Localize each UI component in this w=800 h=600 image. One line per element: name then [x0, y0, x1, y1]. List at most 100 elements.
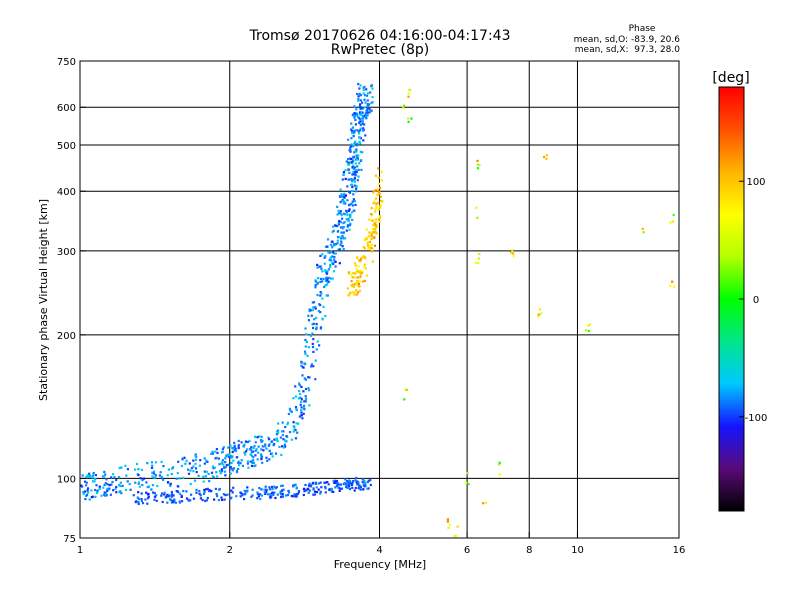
echo-point: [374, 197, 377, 200]
echo-point: [326, 279, 329, 282]
echo-point: [229, 466, 233, 469]
echo-point: [307, 387, 310, 390]
echo-point: [251, 494, 254, 497]
echo-point: [312, 306, 315, 309]
echo-point: [292, 397, 295, 400]
echo-point: [331, 225, 335, 228]
echo-point: [218, 487, 221, 491]
echo-point: [290, 438, 293, 441]
echo-point: [294, 395, 298, 398]
echo-point: [138, 485, 141, 488]
echo-point: [356, 156, 359, 159]
echo-point: [375, 218, 378, 221]
echo-point: [476, 163, 479, 166]
echo-point: [345, 218, 348, 221]
echo-point: [338, 483, 341, 486]
echo-point: [353, 131, 356, 135]
echo-point: [350, 482, 353, 485]
echo-point: [359, 127, 362, 130]
echo-point: [195, 455, 198, 458]
echo-point: [91, 476, 94, 479]
echo-point: [333, 258, 336, 261]
echo-point: [338, 220, 341, 223]
echo-point: [315, 316, 318, 319]
echo-point: [351, 211, 354, 214]
echo-point: [150, 488, 153, 491]
echo-point: [334, 260, 337, 263]
echo-point: [212, 476, 215, 479]
echo-point: [381, 200, 384, 203]
echo-point: [339, 483, 343, 486]
echo-point: [292, 484, 295, 487]
echo-point: [297, 397, 300, 400]
echo-point: [292, 421, 295, 424]
echo-point: [282, 446, 285, 449]
echo-point: [84, 498, 87, 501]
echo-point: [330, 490, 333, 493]
echo-point: [377, 208, 380, 211]
echo-point: [256, 458, 259, 461]
echo-point: [357, 154, 360, 157]
echo-point: [369, 91, 372, 94]
echo-point: [261, 439, 264, 442]
echo-point: [365, 110, 368, 113]
echo-point: [352, 285, 355, 288]
echo-point: [345, 229, 348, 232]
echo-point: [372, 224, 375, 227]
echo-point: [211, 475, 214, 478]
echo-point: [230, 467, 233, 470]
echo-point: [251, 454, 254, 458]
echo-point: [281, 421, 284, 424]
echo-point: [264, 492, 267, 495]
echo-point: [304, 327, 307, 330]
echo-point: [340, 193, 343, 196]
x-tick-label: 4: [376, 545, 382, 556]
echo-point: [353, 184, 356, 187]
echo-point: [319, 277, 323, 281]
echo-point: [182, 476, 185, 479]
echo-point: [126, 468, 129, 471]
echo-point: [348, 228, 351, 231]
echo-point: [227, 455, 231, 458]
echo-point: [188, 462, 191, 465]
echo-point: [199, 494, 202, 497]
echo-point: [181, 458, 184, 461]
echo-point: [154, 474, 157, 477]
echo-point: [90, 489, 93, 492]
echo-point: [100, 494, 103, 497]
y-tick-label: 400: [57, 187, 76, 198]
echo-point: [301, 374, 304, 377]
echo-point: [312, 488, 315, 491]
echo-point: [145, 491, 148, 494]
echo-point: [144, 498, 147, 501]
echo-point: [298, 382, 301, 385]
echo-point: [260, 435, 263, 438]
echo-point: [333, 252, 336, 255]
echo-point: [350, 143, 353, 146]
echo-point: [326, 481, 329, 484]
echo-point: [257, 451, 260, 454]
echo-point: [246, 440, 249, 444]
echo-point: [277, 431, 280, 434]
echo-point: [103, 475, 106, 478]
y-tick-label: 600: [57, 103, 76, 114]
echo-point: [324, 284, 327, 287]
echo-point: [332, 270, 336, 273]
echo-point: [366, 480, 369, 484]
echo-point: [257, 495, 260, 498]
colorbar-label: [deg]: [712, 70, 749, 86]
echo-point: [314, 378, 317, 381]
echo-point: [82, 492, 85, 495]
echo-point: [311, 481, 315, 484]
echo-point: [316, 294, 319, 297]
echo-point: [476, 159, 479, 162]
echo-point: [87, 491, 90, 494]
y-tick-label: 750: [57, 57, 76, 68]
echo-point: [370, 101, 373, 105]
echo-point: [324, 255, 327, 258]
echo-point: [153, 492, 156, 495]
echo-point: [368, 240, 372, 243]
echo-point: [347, 486, 350, 489]
echo-point: [88, 472, 91, 475]
echo-point: [94, 477, 97, 481]
